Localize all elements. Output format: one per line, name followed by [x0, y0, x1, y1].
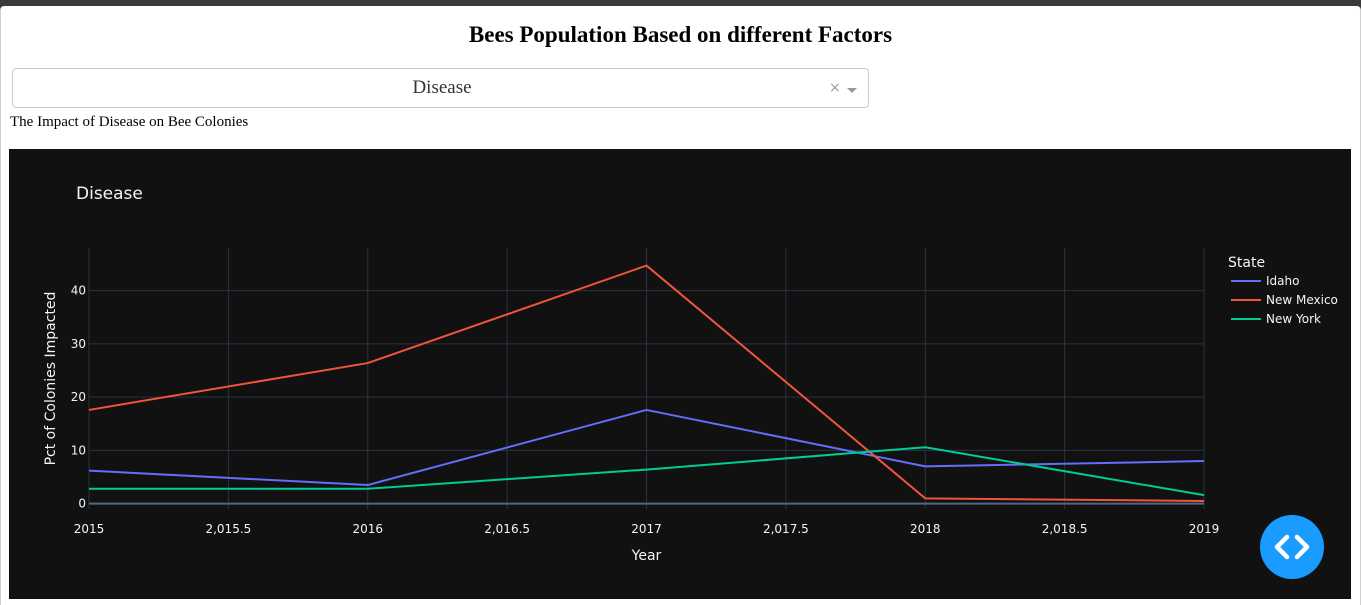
factor-dropdown[interactable]: Disease ×: [12, 68, 869, 108]
line-chart: 2015 2,015.5 2016 2,016.5 2017 2,017.5 2018 2,0…: [9, 149, 1351, 599]
series-line-new-mexico: [88, 264, 1205, 503]
series-line-idaho: [88, 408, 1205, 487]
x-tick-label: 2018: [910, 522, 941, 536]
y-tick-label: 30: [71, 337, 86, 351]
x-tick-label: 2,016.5: [484, 522, 530, 536]
clear-icon[interactable]: ×: [829, 80, 841, 96]
x-tick-label: 2,015.5: [205, 522, 251, 536]
dropdown-selected-value: Disease: [412, 77, 472, 98]
legend-item: Idaho: [1266, 274, 1299, 288]
legend-item: New Mexico: [1266, 293, 1338, 307]
y-tick-label: 20: [71, 390, 86, 404]
y-tick-label: 10: [71, 443, 86, 457]
series-line-new-york: [89, 446, 1205, 497]
chart-title: Disease: [76, 184, 143, 204]
legend-title: State: [1228, 255, 1265, 271]
x-tick-label: 2,018.5: [1042, 522, 1088, 536]
code-icon: [1274, 534, 1310, 560]
y-axis-title: Pct of Colonies Impacted: [43, 292, 59, 466]
x-tick-label: 2015: [74, 522, 105, 536]
x-tick-label: 2,017.5: [763, 522, 809, 536]
code-toggle-button[interactable]: [1260, 515, 1324, 579]
chart-svg: 2015 2,015.5 2016 2,016.5 2017 2,017.5 2018 2,0…: [43, 184, 1338, 564]
y-tick-label: 0: [78, 497, 86, 511]
legend-item: New York: [1266, 312, 1321, 326]
chart-subtitle: The Impact of Disease on Bee Colonies: [10, 114, 249, 130]
x-tick-label: 2017: [631, 522, 662, 536]
x-axis-title: Year: [631, 548, 662, 564]
x-tick-label: 2019: [1189, 522, 1220, 536]
y-tick-label: 40: [71, 284, 86, 298]
page-title: Bees Population Based on different Facto…: [468, 22, 893, 47]
x-tick-label: 2016: [352, 522, 383, 536]
chevron-down-icon[interactable]: [847, 88, 857, 93]
